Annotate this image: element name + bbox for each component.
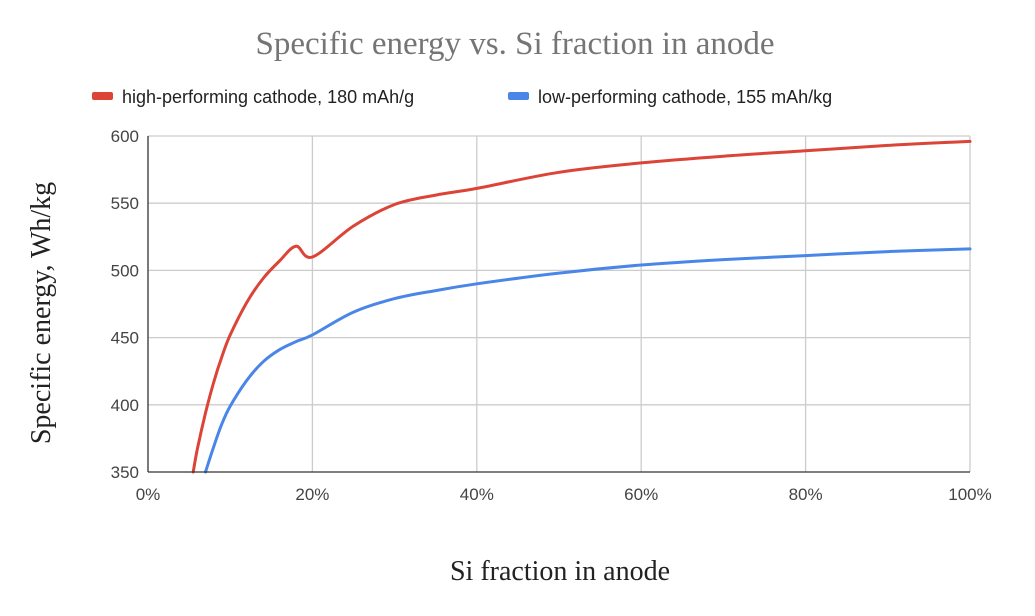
legend: high-performing cathode, 180 mAh/g low-p… <box>92 87 832 107</box>
legend-swatch-high-performing <box>92 92 113 100</box>
legend-swatch-low-performing <box>508 92 529 100</box>
x-axis-ticks: 0% 20% 40% 60% 80% 100% <box>136 485 992 504</box>
gridlines <box>148 135 971 472</box>
y-tick-label-350: 350 <box>111 463 139 482</box>
y-tick-label-600: 600 <box>111 127 139 146</box>
legend-label-low-performing: low-performing cathode, 155 mAh/kg <box>538 87 832 107</box>
x-tick-label-40: 40% <box>460 485 494 504</box>
y-axis-ticks: 350 400 450 500 550 600 <box>111 127 139 482</box>
x-axis-title: Si fraction in anode <box>450 556 670 587</box>
legend-label-high-performing: high-performing cathode, 180 mAh/g <box>122 87 414 107</box>
x-tick-label-20: 20% <box>295 485 329 504</box>
x-tick-label-0: 0% <box>136 485 161 504</box>
series-lines <box>191 139 972 474</box>
series-line-low-performing <box>204 247 972 474</box>
y-tick-label-550: 550 <box>111 194 139 213</box>
y-tick-label-500: 500 <box>111 261 139 280</box>
y-tick-label-400: 400 <box>111 396 139 415</box>
series-line-high-performing <box>191 139 972 474</box>
x-tick-label-100: 100% <box>948 485 991 504</box>
y-axis-title: Specific energy, Wh/kg <box>26 182 57 444</box>
x-tick-label-80: 80% <box>789 485 823 504</box>
y-tick-label-450: 450 <box>111 329 139 348</box>
x-tick-label-60: 60% <box>624 485 658 504</box>
chart-title: Specific energy vs. Si fraction in anode <box>256 26 775 62</box>
